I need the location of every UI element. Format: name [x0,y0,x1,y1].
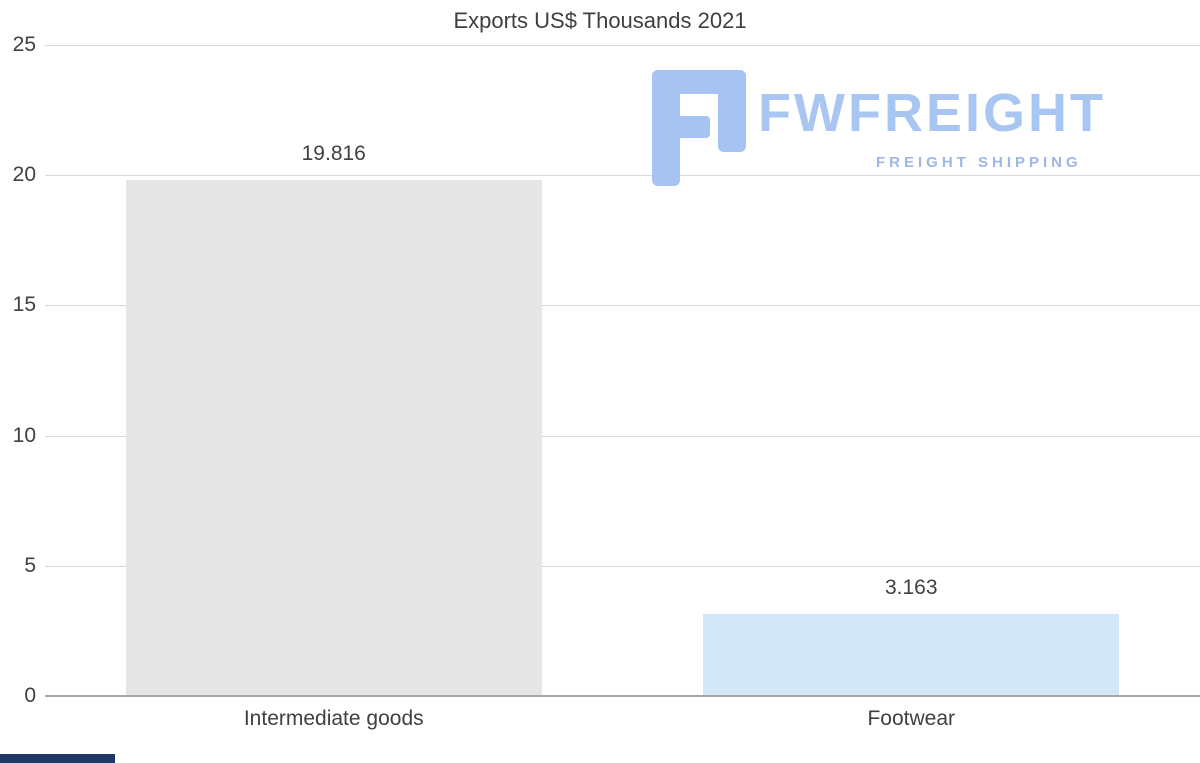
y-axis-tick-label: 25 [12,33,36,56]
bar-intermediate-goods [125,179,542,695]
y-axis-tick-label: 15 [12,293,36,317]
gridline [45,305,1200,307]
y-axis-tick-label: 5 [24,553,36,577]
bar-footwear [703,613,1120,695]
y-axis-tick-label: 20 [12,163,36,187]
fwfreight-f-icon [652,70,746,191]
logo-wordmark: FWFREIGHT [758,83,1106,143]
y-axis-tick-label: 10 [12,423,36,447]
fwfreight-logo: FWFREIGHT FREIGHT SHIPPING [652,68,1152,188]
brand-strip [0,754,115,763]
bar-value-label: 19.816 [301,141,366,165]
x-axis-category-label: Intermediate goods [243,707,424,730]
gridline [45,435,1200,437]
gridline [45,565,1200,567]
bar-value-label: 3.163 [884,575,938,599]
y-axis-tick-label: 0 [24,684,36,707]
chart-title: Exports US$ Thousands 2021 [453,8,747,33]
gridline [45,175,1200,177]
x-axis-category-label: Footwear [867,707,956,730]
x-axis-line [45,695,1200,697]
logo-tagline: FREIGHT SHIPPING [876,154,1082,171]
gridline [45,45,1200,46]
